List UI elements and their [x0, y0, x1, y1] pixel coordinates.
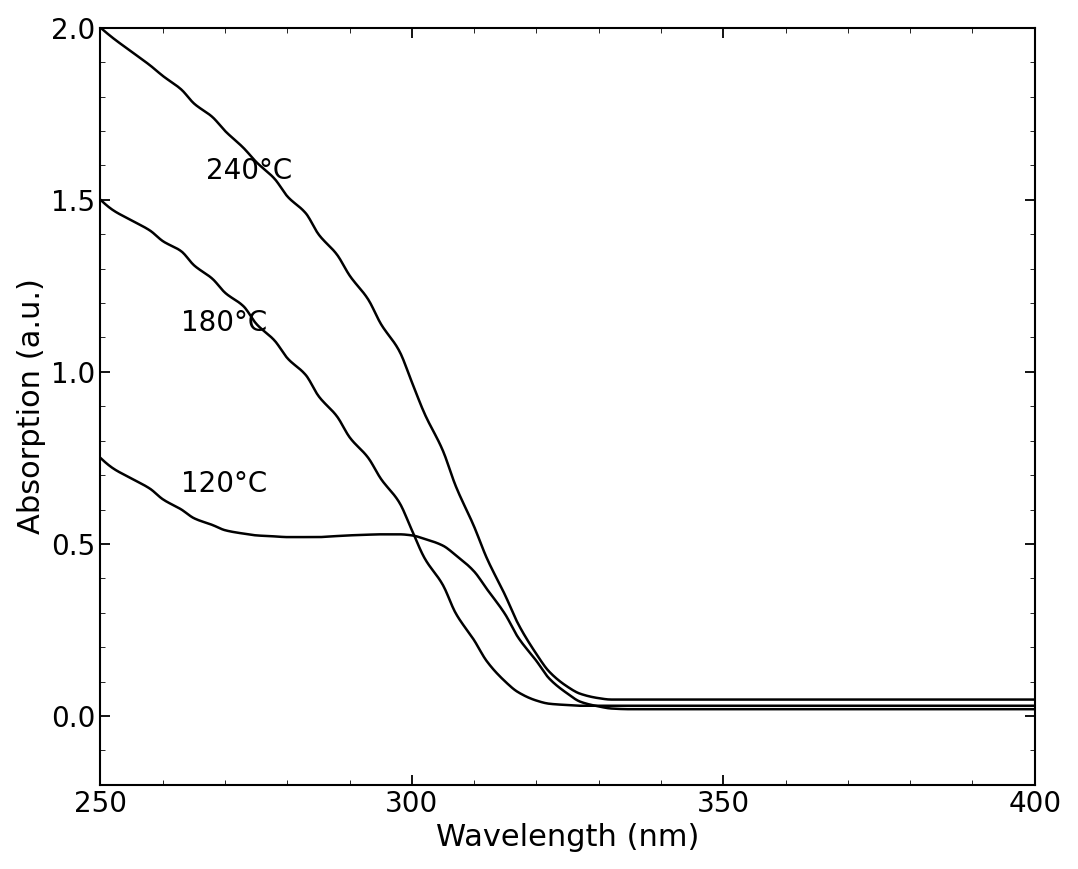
Text: 120°C: 120°C	[181, 470, 267, 498]
Y-axis label: Absorption (a.u.): Absorption (a.u.)	[16, 278, 45, 534]
X-axis label: Wavelength (nm): Wavelength (nm)	[436, 823, 700, 852]
Text: 240°C: 240°C	[206, 157, 292, 185]
Text: 180°C: 180°C	[181, 308, 267, 336]
